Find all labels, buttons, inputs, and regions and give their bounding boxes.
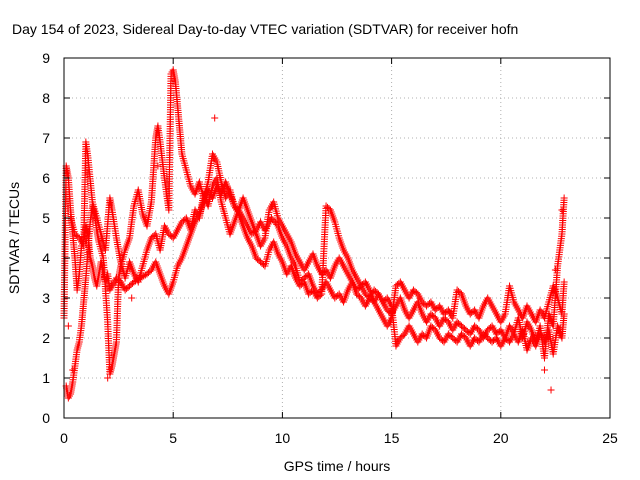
x-tick-label: 5 [169,430,177,446]
marker-outliers [551,266,559,274]
y-tick-label: 9 [42,50,50,66]
data-points [60,66,568,402]
marker-track-a [560,194,568,202]
y-axis-label: SDTVAR / TECUs [6,182,22,294]
y-tick-label: 5 [42,210,50,226]
marker-outliers [547,386,555,394]
y-tick-label: 3 [42,290,50,306]
y-tick-label: 0 [42,410,50,426]
marker-outliers [104,374,112,382]
marker-outliers [558,206,566,214]
x-tick-label: 10 [275,430,291,446]
marker-track-b [316,291,324,299]
marker-outliers [64,322,72,330]
plot-frame [63,57,611,419]
marker-outliers [211,114,219,122]
y-tick-label: 6 [42,170,50,186]
marker-track-c [560,310,568,318]
y-tick-label: 7 [42,130,50,146]
marker-outliers [540,366,548,374]
axis-ticks: 0 5 10 15 20 25 0 1 2 3 4 5 6 7 8 9 [42,50,618,446]
marker-outliers [154,162,162,170]
marker-outliers [69,366,77,374]
marker-outliers [84,170,92,178]
x-axis-label: GPS time / hours [284,458,391,474]
marker-outliers [128,294,136,302]
y-tick-label: 4 [42,250,50,266]
x-tick-label: 25 [602,430,618,446]
y-tick-label: 8 [42,90,50,106]
x-tick-label: 20 [493,430,509,446]
y-tick-label: 1 [42,370,50,386]
chart-title: Day 154 of 2023, Sidereal Day-to-day VTE… [12,21,518,37]
marker-outliers [556,330,564,338]
y-tick-label: 2 [42,330,50,346]
x-tick-label: 15 [384,430,400,446]
x-tick-label: 0 [60,430,68,446]
marker-track-b [560,278,568,286]
